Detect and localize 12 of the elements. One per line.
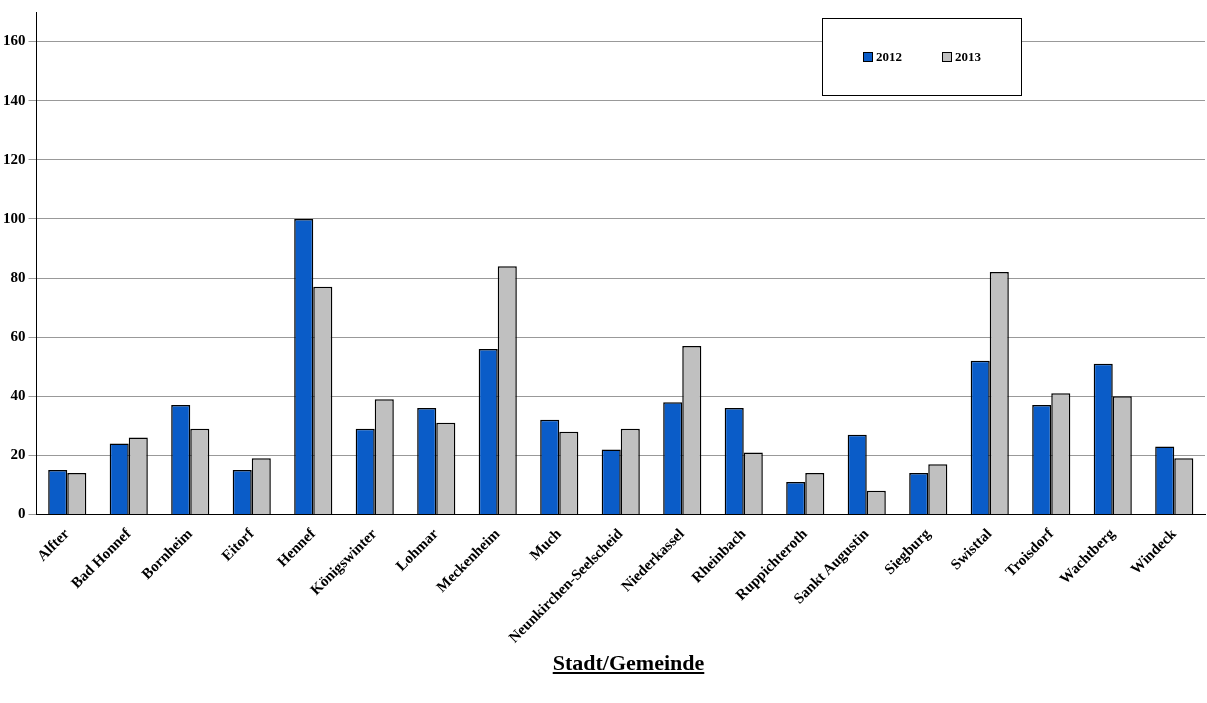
- x-axis-title: Stadt/Gemeinde: [551, 650, 706, 676]
- y-tick-label: 60: [10, 327, 26, 344]
- legend-label: 2013: [955, 49, 981, 65]
- y-tick-label: 80: [10, 268, 26, 285]
- y-tick-label: 140: [3, 91, 26, 108]
- y-tick-label: 40: [10, 387, 26, 404]
- y-tick-label: 120: [3, 150, 26, 167]
- y-tick-label: 100: [3, 209, 26, 226]
- y-tick-label: 20: [10, 446, 26, 463]
- legend-label: 2012: [876, 49, 902, 65]
- y-tick-label: 160: [3, 32, 26, 49]
- y-tick-label: 0: [18, 505, 26, 522]
